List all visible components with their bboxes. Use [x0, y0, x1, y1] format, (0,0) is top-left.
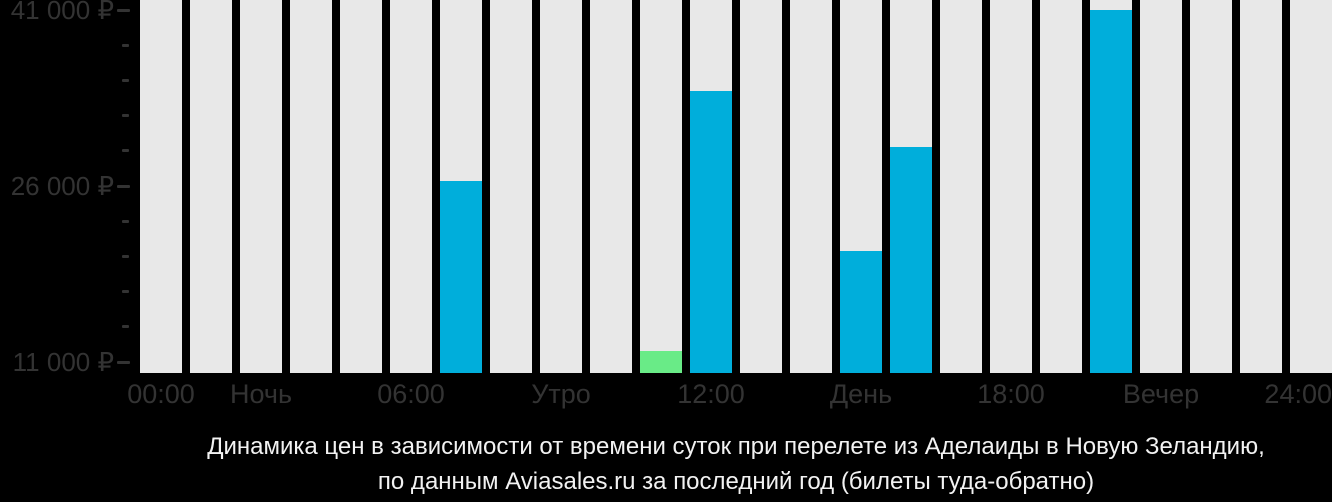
y-axis-label: 11 000 ₽: [12, 347, 114, 377]
hour-slot-bar: [140, 0, 182, 373]
hour-slot-bar: [490, 0, 532, 373]
hour-slot-bar: [990, 0, 1032, 373]
x-axis-label: День: [829, 379, 893, 409]
y-minor-tick: [122, 149, 129, 153]
x-axis-label: 06:00: [377, 379, 445, 409]
y-minor-tick: [122, 78, 129, 82]
hour-slot-bar: [640, 0, 682, 373]
x-axis-label: Утро: [531, 379, 591, 409]
y-minor-tick: [122, 114, 129, 118]
hour-slot-bar: [340, 0, 382, 373]
chart-caption: Динамика цен в зависимости от времени су…: [140, 429, 1332, 499]
y-minor-tick: [122, 325, 129, 329]
x-axis-label: 12:00: [677, 379, 745, 409]
x-axis-label: 24:00: [1264, 379, 1332, 409]
hour-slot-bar: [540, 0, 582, 373]
hour-slot-bar: [590, 0, 632, 373]
y-major-tick: [117, 8, 130, 12]
price-bar[interactable]: [440, 180, 482, 373]
y-minor-tick: [122, 43, 129, 47]
caption-line-1: Динамика цен в зависимости от времени су…: [207, 433, 1265, 460]
hour-slot-bar: [1240, 0, 1282, 373]
y-minor-tick: [122, 219, 129, 223]
x-axis-label: Вечер: [1122, 379, 1200, 409]
y-axis-label: 26 000 ₽: [10, 171, 114, 201]
hour-slot-bar: [190, 0, 232, 373]
hour-slot-bar: [790, 0, 832, 373]
x-axis-label: 18:00: [977, 379, 1045, 409]
hour-slot-bar: [940, 0, 982, 373]
price-bar[interactable]: [840, 250, 882, 373]
hour-slot-bar: [740, 0, 782, 373]
price-bar[interactable]: [1090, 10, 1132, 373]
hour-slot-bar: [240, 0, 282, 373]
y-minor-tick: [122, 290, 129, 294]
min-price-bar[interactable]: [640, 351, 682, 373]
y-minor-tick: [122, 254, 129, 258]
x-axis-label: Ночь: [229, 379, 293, 409]
hour-slot-bar: [1290, 0, 1332, 373]
y-major-tick: [117, 184, 130, 188]
price-bar[interactable]: [890, 147, 932, 373]
caption-line-2: по данным Aviasales.ru за последний год …: [377, 468, 1095, 495]
y-axis-label: 41 000 ₽: [10, 0, 114, 25]
hour-slot-bar: [1040, 0, 1082, 373]
price-bar[interactable]: [690, 90, 732, 373]
hour-slot-bar: [1140, 0, 1182, 373]
hour-slot-bar: [1190, 0, 1232, 373]
y-major-tick: [117, 360, 130, 364]
x-axis-label: 00:00: [127, 379, 195, 409]
hour-slot-bar: [390, 0, 432, 373]
hour-slot-bar: [290, 0, 332, 373]
